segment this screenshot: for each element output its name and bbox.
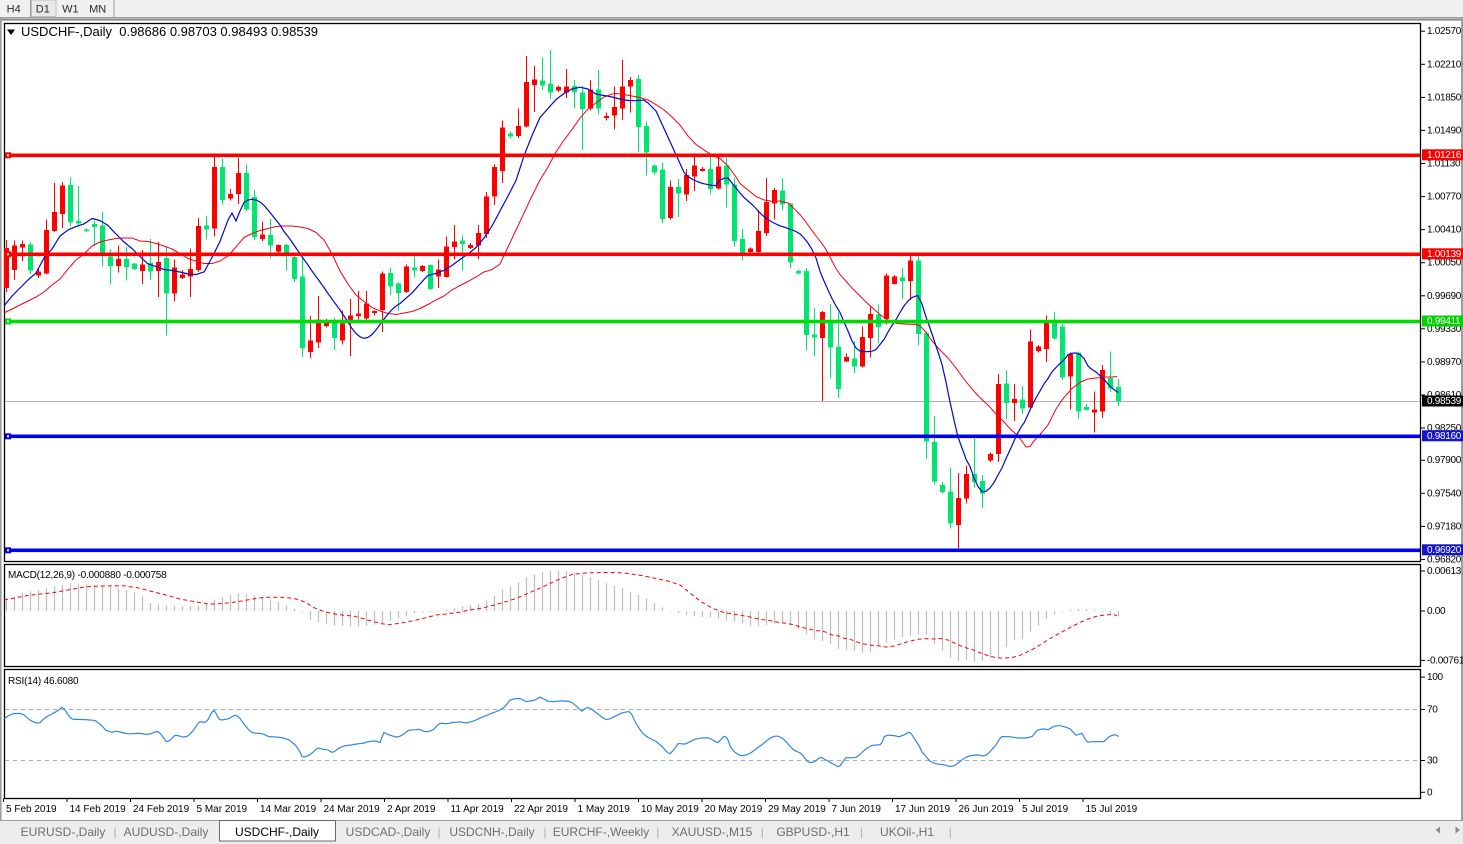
svg-text:24 Feb 2019: 24 Feb 2019	[133, 804, 190, 815]
svg-text:29 May 2019: 29 May 2019	[768, 804, 826, 815]
svg-text:0.00: 0.00	[1427, 606, 1446, 617]
svg-text:22 Apr 2019: 22 Apr 2019	[514, 804, 568, 815]
svg-text:0.97540: 0.97540	[1427, 488, 1462, 499]
svg-text:AUDUSD-,Daily: AUDUSD-,Daily	[124, 825, 209, 839]
svg-text:UKOil-,H1: UKOil-,H1	[880, 825, 934, 839]
svg-text:14 Feb 2019: 14 Feb 2019	[70, 804, 127, 815]
svg-text:|: |	[438, 825, 441, 839]
svg-text:0: 0	[1427, 787, 1433, 798]
svg-text:D1: D1	[36, 4, 50, 16]
svg-text:W1: W1	[62, 4, 79, 16]
svg-text:5 Jul 2019: 5 Jul 2019	[1022, 804, 1069, 815]
svg-text:GBPUSD-,H1: GBPUSD-,H1	[776, 825, 850, 839]
svg-text:1.00139: 1.00139	[1427, 249, 1462, 260]
svg-text:5 Mar 2019: 5 Mar 2019	[197, 804, 248, 815]
svg-text:15 Jul 2019: 15 Jul 2019	[1086, 804, 1138, 815]
svg-text:|: |	[761, 825, 764, 839]
svg-text:30: 30	[1427, 756, 1438, 767]
svg-text:|: |	[949, 825, 952, 839]
svg-text:MACD(12,26,9) -0.000880 -0.000: MACD(12,26,9) -0.000880 -0.000758	[8, 570, 167, 581]
svg-text:1.02570: 1.02570	[1427, 26, 1462, 37]
svg-text:XAUUSD-,M15: XAUUSD-,M15	[672, 825, 753, 839]
svg-text:100: 100	[1427, 672, 1444, 683]
svg-text:H4: H4	[7, 4, 21, 16]
svg-text:1.02210: 1.02210	[1427, 59, 1462, 70]
svg-text:0.96920: 0.96920	[1427, 545, 1462, 556]
svg-text:7 Jun 2019: 7 Jun 2019	[832, 804, 882, 815]
svg-text:0.97900: 0.97900	[1427, 455, 1462, 466]
svg-text:1.00770: 1.00770	[1427, 192, 1462, 203]
svg-text:|: |	[860, 825, 863, 839]
svg-text:70: 70	[1427, 705, 1438, 716]
svg-text:11 Apr 2019: 11 Apr 2019	[451, 804, 505, 815]
svg-text:EURUSD-,Daily: EURUSD-,Daily	[21, 825, 106, 839]
svg-text:|: |	[114, 825, 117, 839]
svg-text:1.01850: 1.01850	[1427, 92, 1462, 103]
svg-text:0.99330: 0.99330	[1427, 324, 1462, 335]
svg-text:0.99690: 0.99690	[1427, 291, 1462, 302]
svg-text:1.01216: 1.01216	[1427, 150, 1462, 161]
svg-text:17 Jun 2019: 17 Jun 2019	[895, 804, 950, 815]
svg-text:1.00410: 1.00410	[1427, 225, 1462, 236]
svg-text:0.98539: 0.98539	[1427, 396, 1462, 407]
svg-text:0.00613: 0.00613	[1427, 566, 1462, 577]
svg-text:1 May 2019: 1 May 2019	[578, 804, 631, 815]
svg-text:USDCHF-,Daily 0.98686 0.98703: USDCHF-,Daily 0.98686 0.98703 0.98493 0.…	[21, 24, 318, 39]
svg-text:0.98160: 0.98160	[1427, 431, 1462, 442]
svg-text:MN: MN	[89, 4, 106, 16]
svg-text:1.01490: 1.01490	[1427, 125, 1462, 136]
svg-text:0.98250: 0.98250	[1427, 423, 1462, 434]
svg-text:|: |	[656, 825, 659, 839]
svg-text:-0.0076122: -0.0076122	[1427, 655, 1463, 666]
svg-text:24 Mar 2019: 24 Mar 2019	[324, 804, 381, 815]
svg-text:0.96820: 0.96820	[1427, 554, 1462, 565]
svg-text:USDCAD-,Daily: USDCAD-,Daily	[346, 825, 431, 839]
svg-text:1.00050: 1.00050	[1427, 258, 1462, 269]
svg-text:10 May 2019: 10 May 2019	[641, 804, 699, 815]
svg-text:USDCHF-,Daily: USDCHF-,Daily	[235, 825, 319, 839]
svg-text:USDCNH-,Daily: USDCNH-,Daily	[449, 825, 534, 839]
svg-text:|: |	[543, 825, 546, 839]
svg-text:20 May 2019: 20 May 2019	[705, 804, 763, 815]
svg-text:26 Jun 2019: 26 Jun 2019	[959, 804, 1014, 815]
svg-text:0.97180: 0.97180	[1427, 521, 1462, 532]
svg-text:14 Mar 2019: 14 Mar 2019	[260, 804, 317, 815]
svg-text:RSI(14) 46.6080: RSI(14) 46.6080	[8, 676, 79, 687]
svg-text:0.98970: 0.98970	[1427, 357, 1462, 368]
svg-text:2 Apr 2019: 2 Apr 2019	[387, 804, 436, 815]
svg-text:5 Feb 2019: 5 Feb 2019	[6, 804, 57, 815]
svg-text:EURCHF-,Weekly: EURCHF-,Weekly	[553, 825, 649, 839]
svg-text:0.99411: 0.99411	[1427, 316, 1461, 327]
svg-text:1.01130: 1.01130	[1427, 159, 1461, 170]
